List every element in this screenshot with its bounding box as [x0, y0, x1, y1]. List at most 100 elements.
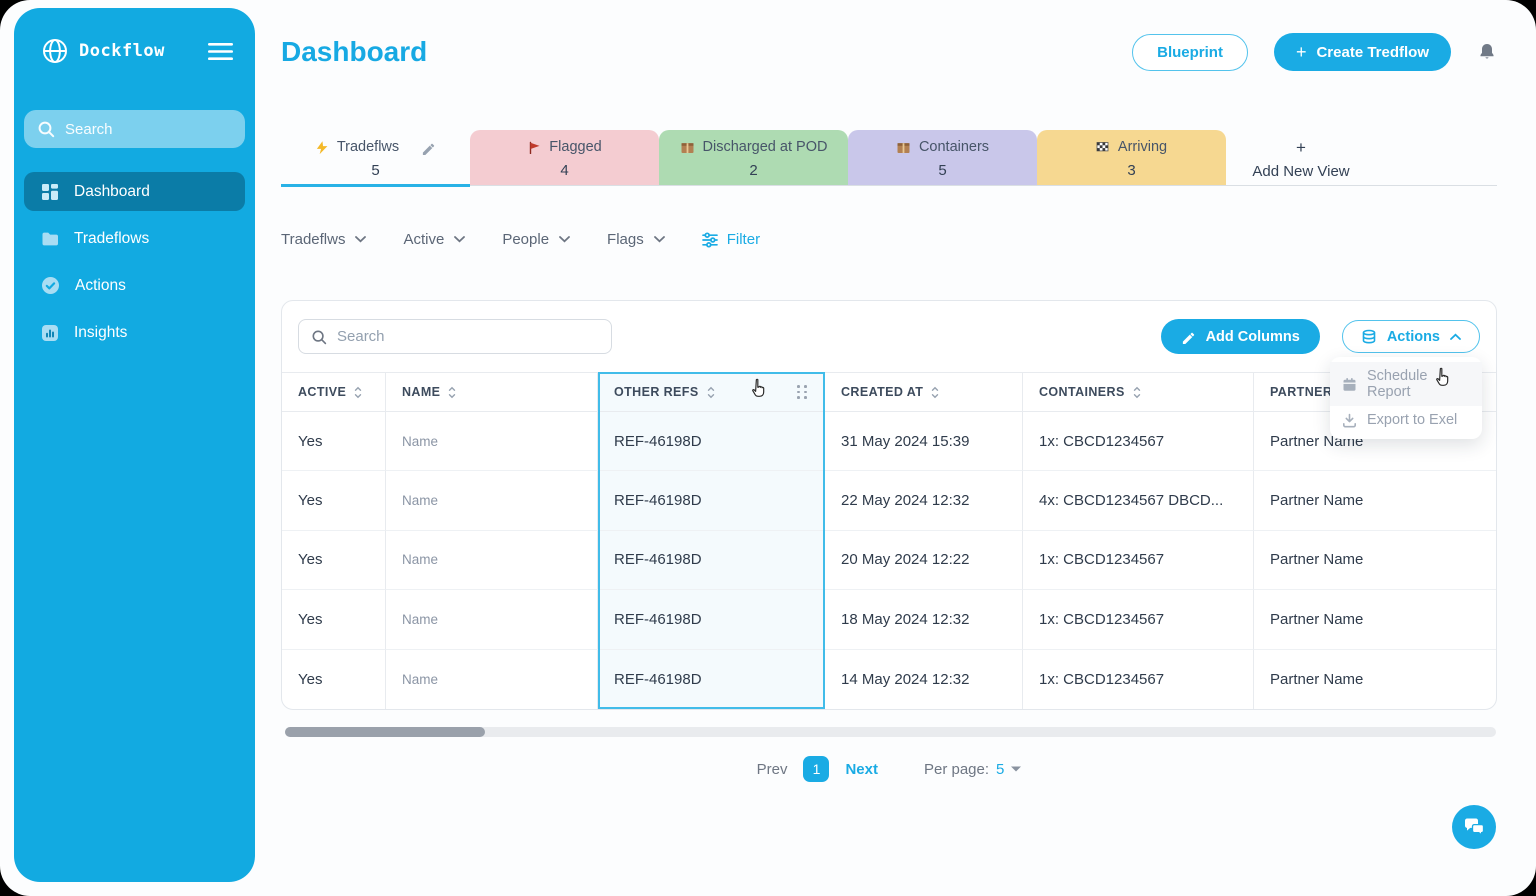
- filter-dropdown-flags[interactable]: Flags: [607, 231, 665, 248]
- column-header-other-refs[interactable]: OTHER REFS: [598, 372, 825, 412]
- folder-icon: [41, 230, 59, 248]
- drag-handle-icon[interactable]: [797, 385, 808, 399]
- page-title: Dashboard: [281, 36, 428, 67]
- globe-logo-icon: [40, 36, 70, 66]
- column-header-created-at[interactable]: CREATED AT: [825, 372, 1023, 412]
- cell-partners: Partner Name: [1270, 670, 1364, 688]
- pagination: Prev 1 Next Per page: 5: [281, 756, 1497, 782]
- active-tab-underline: [281, 184, 470, 187]
- download-icon: [1342, 413, 1357, 428]
- notification-bell-icon[interactable]: [1477, 42, 1497, 63]
- search-icon: [37, 120, 55, 138]
- pencil-icon: [1181, 329, 1196, 344]
- table-search[interactable]: [298, 319, 612, 354]
- caret-down-icon: [1011, 766, 1022, 772]
- app-logo-text: Dockflow: [79, 41, 165, 61]
- cell-name: Name: [386, 471, 598, 531]
- blueprint-button[interactable]: Blueprint: [1132, 33, 1248, 71]
- menu-icon[interactable]: [208, 42, 233, 60]
- column-header-active[interactable]: ACTIVE: [282, 372, 386, 412]
- cell-created-at: 22 May 2024 12:32: [825, 471, 1023, 531]
- cell-partners: Partner Name: [1254, 471, 1496, 531]
- menu-item-export-to-exel[interactable]: Export to Exel: [1330, 406, 1482, 434]
- cell-containers: 1x: CBCD1234567: [1023, 590, 1254, 650]
- filter-button[interactable]: Filter: [701, 231, 760, 248]
- sidebar-search-input[interactable]: [65, 120, 264, 138]
- cell-active: Yes: [282, 590, 386, 650]
- per-page-value: 5: [996, 760, 1005, 778]
- prev-page-button[interactable]: Prev: [756, 760, 788, 778]
- menu-item-schedule-report[interactable]: Schedule Report: [1330, 362, 1482, 406]
- flag-icon: [527, 140, 541, 154]
- check-circle-icon: [41, 276, 60, 295]
- cell-active: Yes: [282, 412, 386, 472]
- filter-dropdown-people[interactable]: People: [502, 231, 570, 248]
- chevron-down-icon: [559, 236, 570, 243]
- page-1-button[interactable]: 1: [803, 756, 830, 782]
- sidebar-item-insights[interactable]: Insights: [24, 313, 245, 352]
- sidebar-item-label: Tradeflows: [74, 229, 150, 247]
- cell-name: Name: [386, 590, 598, 650]
- tab-tradeflws[interactable]: Tradeflws 5: [281, 130, 470, 187]
- tab-containers[interactable]: Containers 5: [848, 130, 1037, 185]
- cell-other-refs: REF-46198D: [598, 471, 825, 531]
- tradeflow-table: ACTIVE NAME OTHER REFS: [282, 372, 1496, 709]
- add-columns-button[interactable]: Add Columns: [1160, 319, 1320, 354]
- cell-name: Name: [386, 412, 598, 472]
- create-tredflow-button[interactable]: + Create Tredflow: [1273, 33, 1451, 71]
- per-page-label: Per page:: [923, 760, 990, 778]
- sidebar-item-tradeflows[interactable]: Tradeflows: [24, 219, 245, 258]
- cell-created-at: 31 May 2024 15:39: [825, 412, 1023, 472]
- checkered-flag-icon: [1096, 140, 1110, 154]
- main-content: Dashboard Blueprint + Create Tredflow: [255, 0, 1536, 896]
- sidebar-item-label: Actions: [75, 276, 126, 294]
- cell-active: Yes: [282, 649, 386, 709]
- cell-other-refs: REF-46198D: [598, 590, 825, 650]
- table-toolbar-actions: Add Columns Actions: [1160, 319, 1480, 354]
- table-search-input[interactable]: [337, 328, 599, 345]
- per-page-select[interactable]: Per page: 5: [923, 760, 1022, 778]
- chevron-up-icon: [1450, 333, 1461, 340]
- tab-add-new-view[interactable]: + Add New View: [1252, 138, 1350, 180]
- table-horizontal-scrollbar[interactable]: [285, 727, 1496, 737]
- cell-partners: Partner Name: [1254, 590, 1496, 650]
- cell-created-at: 14 May 2024 12:32: [825, 649, 1023, 709]
- sort-icon: [354, 386, 362, 399]
- table-toolbar: Add Columns Actions: [282, 301, 1496, 372]
- chevron-down-icon: [355, 236, 367, 243]
- sort-icon: [707, 386, 715, 399]
- sliders-icon: [701, 231, 718, 248]
- tab-flagged[interactable]: Flagged 4: [470, 130, 659, 185]
- filter-dropdown-active[interactable]: Active: [403, 231, 466, 248]
- cell-other-refs: REF-46198D: [598, 530, 825, 591]
- tab-arriving[interactable]: Arriving 3: [1037, 130, 1226, 185]
- column-header-containers[interactable]: CONTAINERS: [1023, 372, 1254, 412]
- actions-button[interactable]: Actions: [1341, 320, 1480, 353]
- filter-dropdown-tradeflws[interactable]: Tradeflws: [281, 231, 367, 248]
- cell-name: Name: [386, 530, 598, 591]
- next-page-button[interactable]: Next: [845, 760, 878, 778]
- header-actions: Blueprint + Create Tredflow: [1132, 33, 1497, 71]
- sidebar-item-actions[interactable]: Actions: [24, 266, 245, 305]
- column-header-name[interactable]: NAME: [386, 372, 598, 412]
- sidebar-nav: Dashboard Tradeflows Actions: [24, 172, 245, 360]
- cell-containers: 4x: CBCD1234567 DBCD...: [1023, 471, 1254, 531]
- chat-button[interactable]: [1452, 805, 1496, 849]
- cell-other-refs: REF-46198D: [598, 649, 825, 709]
- cell-containers: 1x: CBCD1234567: [1023, 412, 1254, 472]
- sidebar-item-label: Insights: [74, 323, 128, 341]
- sidebar-item-dashboard[interactable]: Dashboard: [24, 172, 245, 211]
- sidebar-search[interactable]: [24, 110, 264, 148]
- cell-active: Yes: [282, 471, 386, 531]
- package-icon: [680, 140, 695, 155]
- lightning-icon: [315, 140, 329, 155]
- tab-discharged-at-pod[interactable]: Discharged at POD 2: [659, 130, 848, 185]
- bar-chart-icon: [41, 324, 59, 342]
- scrollbar-thumb[interactable]: [285, 727, 485, 737]
- cell-active: Yes: [282, 530, 386, 591]
- edit-view-icon[interactable]: [421, 140, 436, 155]
- database-icon: [1361, 329, 1377, 345]
- cell-partners: Partner Name: [1254, 531, 1496, 591]
